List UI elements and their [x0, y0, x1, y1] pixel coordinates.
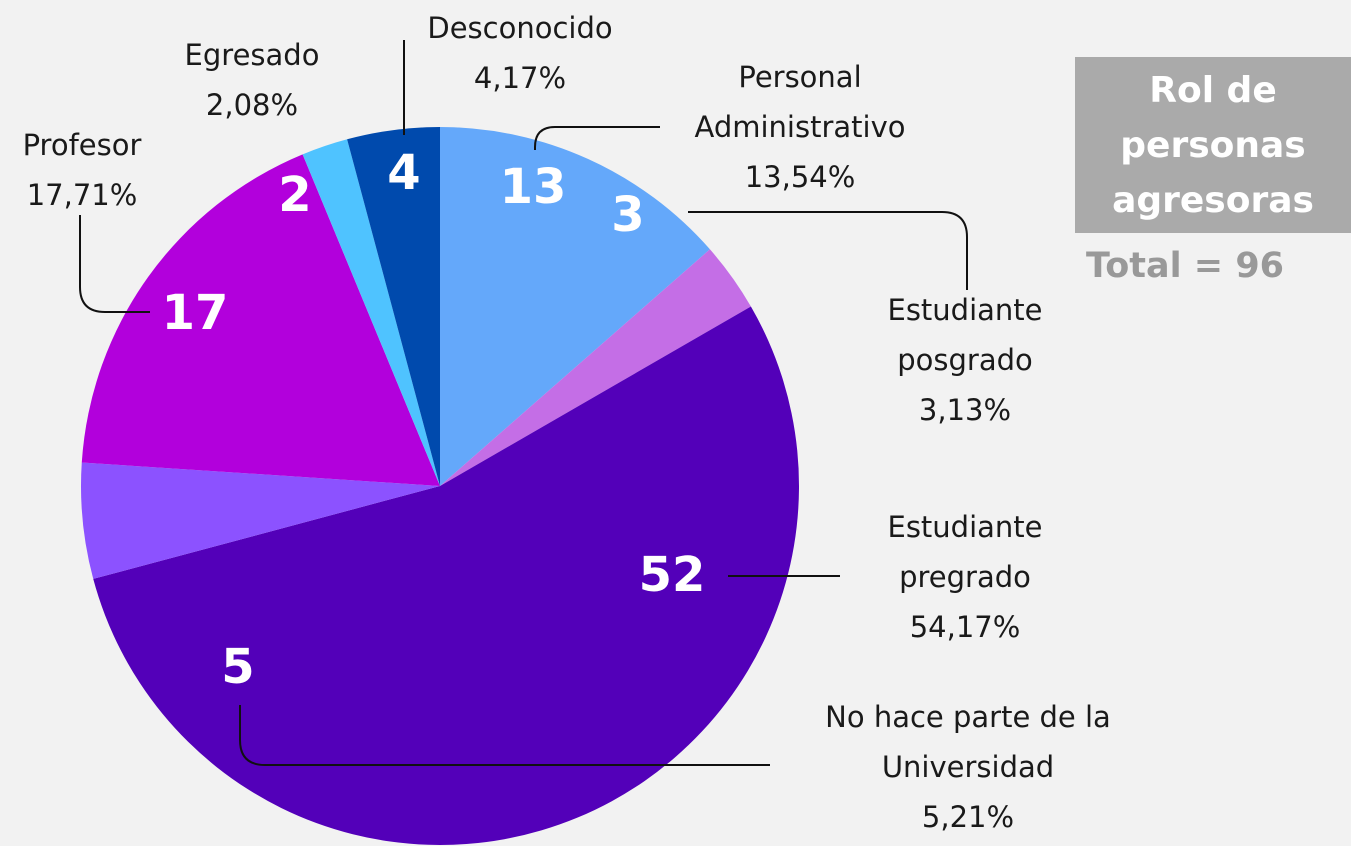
slice-value-label: 3: [611, 187, 644, 243]
category-label: Profesor: [22, 128, 142, 162]
slice-label: Egresado 2,08%: [185, 30, 320, 130]
category-label: Egresado: [184, 38, 320, 72]
percent-label: 3,13%: [918, 393, 1012, 427]
leader-line: [239, 705, 770, 766]
slice-label: Personal Administrativo 13,54%: [695, 52, 906, 202]
pie-slice: [93, 306, 800, 846]
slice-value-label: 5: [221, 639, 254, 695]
percent-label: 2,08%: [205, 88, 299, 122]
percent-label: 54,17%: [909, 610, 1021, 644]
slice-value-label: 4: [387, 145, 420, 201]
percent-label: 4,17%: [473, 61, 567, 95]
slice-value-label: 17: [162, 285, 229, 341]
pie-slice: [440, 249, 751, 486]
slice-value-label: 13: [500, 159, 567, 215]
slice-label: Estudiante pregrado 54,17%: [887, 502, 1042, 652]
pie-slice: [302, 139, 440, 486]
pie-slice: [347, 127, 440, 486]
percent-label: 5,21%: [921, 800, 1015, 834]
percent-label: 17,71%: [26, 178, 138, 212]
pie-slice: [440, 127, 710, 486]
category-label: Desconocido: [427, 11, 613, 45]
slice-label: Profesor 17,71%: [23, 120, 142, 220]
total-label: Total = 96: [1086, 246, 1285, 286]
pie: [80, 127, 800, 846]
slice-value-label: 52: [639, 547, 706, 603]
slice-label: Desconocido 4,17%: [427, 3, 612, 103]
category-label: Personal Administrativo: [694, 60, 906, 144]
leader-line: [79, 215, 150, 313]
category-label: No hace parte de la Universidad: [825, 700, 1111, 784]
slice-value-label: 2: [278, 167, 311, 223]
slice-label: No hace parte de la Universidad 5,21%: [825, 692, 1111, 842]
leader-line: [534, 126, 660, 150]
pie-slice: [81, 154, 440, 486]
pie-slice: [80, 462, 440, 579]
category-label: Estudiante pregrado: [887, 510, 1043, 594]
percent-label: 13,54%: [744, 160, 856, 194]
chart-title: Rol de personas agresoras: [1075, 57, 1351, 233]
slice-label: Estudiante posgrado 3,13%: [887, 285, 1042, 435]
leader-line: [688, 211, 968, 290]
category-label: Estudiante posgrado: [887, 293, 1043, 377]
